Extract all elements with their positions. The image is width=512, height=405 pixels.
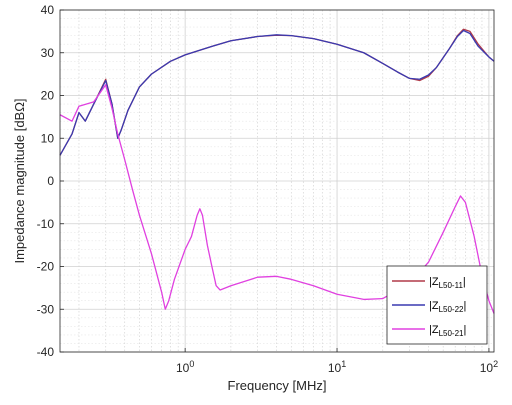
legend: |ZL50-11| |ZL50-22| |ZL50-21| — [386, 265, 488, 345]
y-tick-label: 0 — [47, 174, 54, 188]
series-line-2 — [59, 29, 495, 156]
tick-labels: -40 -30 -20 -10 0 10 20 30 40 100 101 102 — [37, 3, 498, 375]
y-tick-label: 30 — [41, 46, 55, 60]
x-axis-label: Frequency [MHz] — [228, 378, 327, 393]
y-tick-label: -10 — [37, 217, 55, 231]
y-tick-label: -40 — [37, 345, 55, 359]
series-layer — [59, 28, 495, 314]
x-tick-label: 101 — [328, 359, 346, 375]
series-line-3 — [59, 84, 495, 314]
legend-label-3: |ZL50-21| — [429, 324, 466, 338]
y-tick-label: -30 — [37, 302, 55, 316]
y-tick-label: 40 — [41, 3, 55, 17]
y-tick-label: 20 — [41, 89, 55, 103]
y-axis-label: Impedance magnitude [dBΩ] — [12, 98, 27, 263]
legend-label-1: |ZL50-11| — [429, 276, 466, 290]
legend-label-2: |ZL50-22| — [429, 300, 466, 314]
x-tick-label: 102 — [480, 359, 498, 375]
y-tick-label: -20 — [37, 260, 55, 274]
x-tick-label: 100 — [176, 359, 194, 375]
y-tick-label: 10 — [41, 131, 55, 145]
